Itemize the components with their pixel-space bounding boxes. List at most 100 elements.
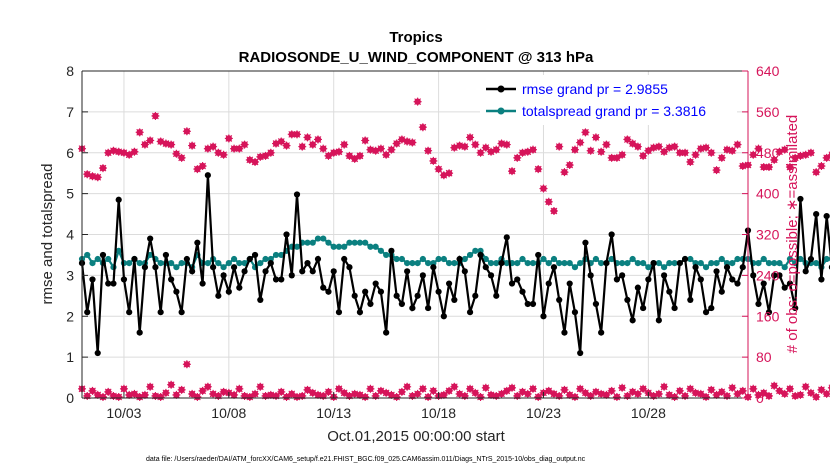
rmse-point	[362, 288, 369, 295]
obs-asterisk	[691, 150, 700, 159]
obs-asterisk	[203, 382, 212, 391]
spread-point	[440, 255, 447, 263]
rmse-point	[84, 309, 91, 316]
rmse-point	[561, 329, 568, 336]
obs-asterisk	[544, 197, 553, 206]
spread-point	[776, 260, 783, 267]
obs-asterisk	[602, 140, 611, 149]
spread-point	[645, 264, 652, 271]
data-file-footnote: data file: /Users/raeder/DAI/ATM_forcXX/…	[146, 456, 586, 463]
x-tick-label-5: 10/28	[631, 405, 666, 421]
obs-asterisk	[649, 391, 658, 400]
rmse-point	[215, 292, 222, 299]
obs-asterisk	[439, 171, 448, 180]
rmse-point	[613, 276, 620, 283]
obs-asterisk	[508, 167, 517, 176]
obs-asterisk	[812, 392, 821, 401]
spread-point	[451, 260, 458, 267]
obs-asterisk	[293, 392, 302, 401]
spread-point	[325, 239, 332, 246]
obs-asterisk	[293, 130, 302, 139]
spread-point	[755, 260, 762, 267]
obs-asterisk	[770, 381, 779, 390]
obs-asterisk	[350, 389, 359, 398]
obs-asterisk	[681, 391, 690, 400]
obs-asterisk	[376, 144, 385, 153]
obs-asterisk	[702, 392, 711, 401]
rmse-point	[535, 251, 542, 259]
spread-point	[487, 260, 495, 267]
obs-asterisk	[88, 386, 97, 395]
obs-asterisk	[119, 384, 128, 393]
spread-point	[634, 260, 641, 267]
rmse-point	[251, 251, 259, 259]
obs-asterisk	[570, 145, 579, 154]
rmse-point	[409, 304, 416, 312]
rmse-point	[335, 309, 343, 316]
y-right-axis-label: # of obs: o=possible; ∗=assimilated	[784, 115, 801, 354]
obs-asterisk	[403, 137, 412, 146]
rmse-point	[723, 264, 731, 271]
rmse-point	[152, 264, 159, 271]
obs-asterisk	[513, 391, 522, 400]
rmse-point	[765, 309, 773, 316]
obs-asterisk	[759, 163, 768, 172]
obs-asterisk	[549, 389, 558, 398]
rmse-point	[718, 288, 725, 295]
obs-asterisk	[256, 152, 265, 161]
y-tick-label-5: 5	[66, 186, 74, 202]
rmse-point	[377, 288, 385, 295]
rmse-point	[792, 304, 799, 312]
spread-point	[136, 260, 143, 267]
rmse-point	[524, 300, 531, 308]
obs-asterisk	[812, 168, 821, 177]
obs-asterisk	[502, 140, 511, 149]
obs-asterisk	[418, 384, 427, 393]
spread-point	[84, 251, 91, 259]
obs-asterisk	[481, 143, 490, 152]
rmse-point	[257, 296, 264, 303]
obs-asterisk	[282, 141, 291, 150]
rmse-point	[356, 309, 364, 316]
obs-asterisk	[733, 140, 742, 149]
rmse-point	[451, 296, 458, 303]
obs-asterisk	[539, 184, 548, 193]
rmse-point	[545, 280, 552, 287]
obs-asterisk	[712, 390, 721, 399]
line-series	[78, 172, 830, 357]
obs-asterisk	[796, 390, 805, 399]
rmse-point	[419, 272, 426, 279]
obs-asterisk	[140, 390, 149, 399]
spread-point	[571, 264, 579, 271]
obs-asterisk	[245, 155, 254, 164]
rmse-point	[813, 210, 820, 218]
obs-asterisk	[177, 153, 186, 162]
x-tick-label-1: 10/08	[211, 405, 246, 421]
rmse-point	[508, 280, 516, 287]
x-tick-label-0: 10/03	[106, 405, 141, 421]
rmse-point	[299, 268, 306, 275]
rmse-point	[157, 309, 164, 316]
obs-asterisk	[361, 392, 370, 401]
spread-point	[272, 251, 280, 259]
obs-asterisk	[334, 384, 343, 393]
obs-asterisk	[350, 154, 359, 163]
obs-asterisk	[555, 142, 564, 151]
spread-point	[309, 239, 316, 246]
rmse-point	[466, 309, 474, 316]
chart-subtitle: RADIOSONDE_U_WIND_COMPONENT @ 313 hPa	[239, 49, 594, 66]
obs-asterisk	[754, 144, 763, 153]
obs-asterisk	[188, 389, 197, 398]
obs-asterisk	[528, 384, 537, 393]
obs-asterisk	[88, 172, 97, 181]
obs-asterisk	[382, 150, 391, 159]
spread-point	[278, 251, 285, 259]
obs-asterisk	[287, 130, 296, 139]
obs-asterisk	[188, 141, 197, 150]
rmse-point	[288, 272, 295, 279]
obs-asterisk	[728, 146, 737, 155]
obs-asterisk	[119, 148, 128, 157]
rmse-point	[498, 260, 505, 267]
legend: rmse grand pr = 2.9855 totalspread grand…	[480, 75, 737, 125]
